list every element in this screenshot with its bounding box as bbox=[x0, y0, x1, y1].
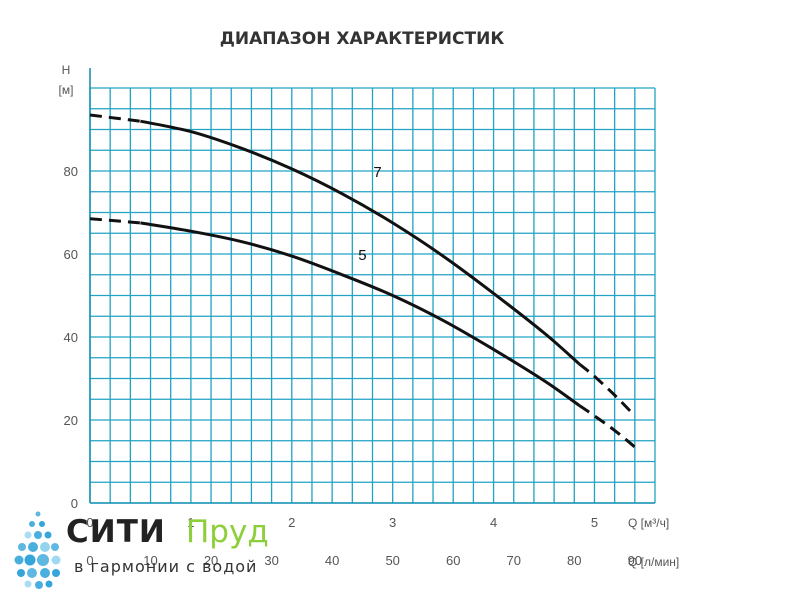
chart-curves bbox=[89, 113, 636, 449]
logo-dot bbox=[40, 568, 50, 578]
logo-dot bbox=[37, 554, 49, 566]
y-tick-label: 80 bbox=[64, 164, 78, 179]
curve-5 bbox=[140, 221, 581, 407]
x-secondary-tick-label: 60 bbox=[446, 553, 460, 568]
x-axis-label-primary: Q [м³/ч] bbox=[628, 516, 669, 530]
x-tick-label: 3 bbox=[389, 515, 396, 530]
logo-dot bbox=[18, 543, 26, 551]
chart-grid bbox=[89, 87, 656, 504]
logo-dot bbox=[24, 531, 32, 539]
logo-dot bbox=[44, 531, 52, 539]
curve-7-dashed-start bbox=[89, 113, 141, 123]
y-tick-label: 0 bbox=[71, 496, 78, 511]
curve-7-dashed-end bbox=[578, 362, 636, 417]
logo-dot bbox=[40, 542, 50, 552]
x-secondary-tick-label: 90 bbox=[628, 553, 642, 568]
curve-5-dashed-end bbox=[578, 404, 636, 449]
logo-dot bbox=[34, 531, 42, 539]
logo-dot bbox=[51, 555, 61, 565]
x-secondary-tick-label: 80 bbox=[567, 553, 581, 568]
x-tick-label: 0 bbox=[86, 515, 93, 530]
logo-dot bbox=[27, 568, 37, 578]
curve-5-dashed-start bbox=[89, 217, 141, 225]
logo-dot bbox=[51, 543, 59, 551]
curve-7 bbox=[140, 119, 581, 366]
logo-dot bbox=[39, 521, 45, 527]
y-axis-label: H bbox=[62, 63, 71, 77]
x-tick-label: 5 bbox=[591, 515, 598, 530]
logo-dot bbox=[14, 555, 24, 565]
curve-label-5: 5 bbox=[358, 247, 366, 264]
logo-dot bbox=[35, 511, 41, 517]
logo-dot bbox=[52, 569, 60, 577]
chart-title: ДИАПАЗОН ХАРАКТЕРИСТИК bbox=[220, 29, 505, 49]
brand-name-part2: Пруд bbox=[186, 514, 269, 550]
x-secondary-tick-label: 40 bbox=[325, 553, 339, 568]
logo-dot bbox=[17, 569, 25, 577]
y-tick-label: 40 bbox=[64, 330, 78, 345]
chart-labels: 0 20 40 60 80 H [м] 0 1 2 3 4 5 Q [м³/ч] 0 10 20 30 40 50 60… bbox=[59, 63, 680, 569]
y-tick-label: 60 bbox=[64, 247, 78, 262]
droplet-logo-icon bbox=[14, 511, 61, 589]
x-secondary-tick-label: 10 bbox=[143, 553, 157, 568]
curve-label-7: 7 bbox=[373, 164, 381, 181]
logo-dot bbox=[45, 580, 53, 588]
logo-dot bbox=[28, 542, 38, 552]
logo-dot bbox=[35, 581, 43, 589]
x-tick-label: 2 bbox=[288, 515, 295, 530]
logo-dot bbox=[29, 521, 35, 527]
logo-dot bbox=[24, 554, 36, 566]
x-secondary-tick-label: 30 bbox=[264, 553, 278, 568]
x-secondary-tick-label: 20 bbox=[204, 553, 218, 568]
brand-tagline: в гармонии с водой bbox=[74, 557, 258, 576]
x-tick-label: 4 bbox=[490, 515, 497, 530]
x-axis-label-secondary: Q [л/мин] bbox=[628, 555, 679, 569]
x-secondary-tick-label: 0 bbox=[86, 553, 93, 568]
x-tick-label: 1 bbox=[187, 515, 194, 530]
brand-name-part1: СИТИ bbox=[66, 514, 166, 550]
chart-axes bbox=[89, 68, 655, 504]
x-secondary-tick-label: 50 bbox=[385, 553, 399, 568]
x-secondary-tick-label: 70 bbox=[507, 553, 521, 568]
y-tick-label: 20 bbox=[64, 413, 78, 428]
y-axis-unit-label: [м] bbox=[59, 83, 74, 97]
logo-dot bbox=[24, 580, 32, 588]
brand-logo bbox=[8, 508, 298, 592]
